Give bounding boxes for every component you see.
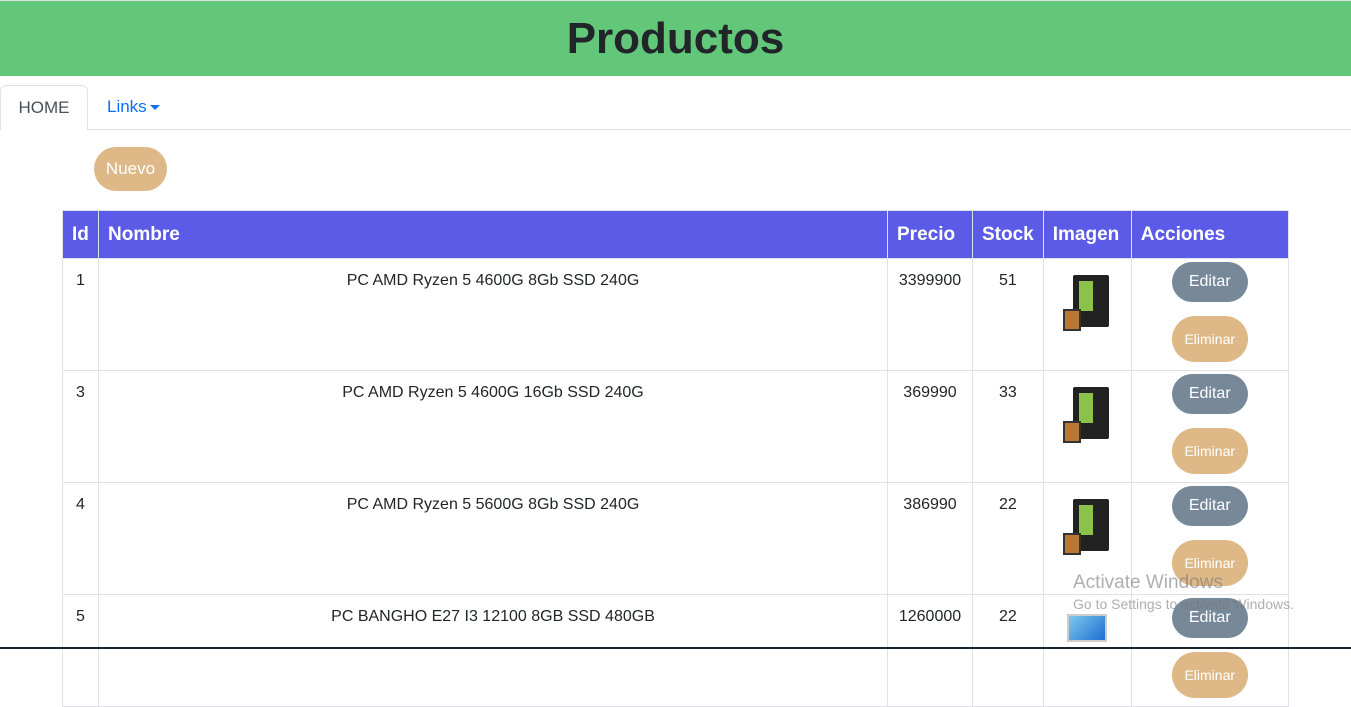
col-acciones: Acciones [1130, 210, 1289, 259]
cell-precio: 3399900 [887, 258, 973, 371]
cell-imagen [1042, 482, 1132, 595]
col-id: Id [62, 210, 99, 259]
caret-down-icon [149, 105, 160, 111]
cell-id: 3 [62, 370, 99, 483]
tab-links-dropdown[interactable]: Links [107, 85, 160, 130]
delete-button[interactable]: Eliminar [1171, 428, 1248, 474]
edit-button[interactable]: Editar [1171, 262, 1248, 302]
cell-acciones: Editar Eliminar [1130, 258, 1289, 371]
col-stock: Stock [972, 210, 1044, 259]
edit-button[interactable]: Editar [1171, 598, 1248, 638]
delete-button[interactable]: Eliminar [1171, 652, 1248, 698]
cell-id: 4 [62, 482, 99, 595]
cell-acciones: Editar Eliminar [1130, 594, 1289, 707]
cell-imagen [1042, 370, 1132, 483]
cell-stock: 22 [972, 482, 1044, 595]
taskbar [0, 647, 1351, 649]
cell-precio: 369990 [887, 370, 973, 483]
new-button[interactable]: Nuevo [94, 147, 167, 191]
cell-imagen [1042, 594, 1132, 707]
nav-tabs: HOME Links [0, 85, 1351, 131]
table-row: 4 PC AMD Ryzen 5 5600G 8Gb SSD 240G 3869… [62, 482, 1289, 595]
cell-stock: 33 [972, 370, 1044, 483]
page-header: Productos [0, 0, 1351, 76]
cell-stock: 22 [972, 594, 1044, 707]
cell-nombre: PC AMD Ryzen 5 4600G 8Gb SSD 240G [98, 258, 888, 371]
cell-stock: 51 [972, 258, 1044, 371]
delete-button[interactable]: Eliminar [1171, 316, 1248, 362]
cell-acciones: Editar Eliminar [1130, 370, 1289, 483]
cell-nombre: PC AMD Ryzen 5 4600G 16Gb SSD 240G [98, 370, 888, 483]
col-imagen: Imagen [1042, 210, 1132, 259]
cell-id: 5 [62, 594, 99, 707]
tab-home[interactable]: HOME [0, 85, 88, 131]
cell-imagen [1042, 258, 1132, 371]
cell-nombre: PC AMD Ryzen 5 5600G 8Gb SSD 240G [98, 482, 888, 595]
product-image-pc-tower [1063, 387, 1111, 445]
table-row: 5 PC BANGHO E27 I3 12100 8GB SSD 480GB 1… [62, 594, 1289, 707]
col-precio: Precio [887, 210, 973, 259]
table-row: 1 PC AMD Ryzen 5 4600G 8Gb SSD 240G 3399… [62, 258, 1289, 371]
product-image-pc-tower [1063, 499, 1111, 557]
links-label: Links [107, 97, 147, 116]
cell-id: 1 [62, 258, 99, 371]
edit-button[interactable]: Editar [1171, 486, 1248, 526]
delete-button[interactable]: Eliminar [1171, 540, 1248, 586]
cell-acciones: Editar Eliminar [1130, 482, 1289, 595]
products-table: Id Nombre Precio Stock Imagen Acciones 1… [62, 210, 1289, 707]
cell-precio: 386990 [887, 482, 973, 595]
edit-button[interactable]: Editar [1171, 374, 1248, 414]
cell-nombre: PC BANGHO E27 I3 12100 8GB SSD 480GB [98, 594, 888, 707]
product-image-all-in-one [1067, 614, 1108, 642]
page-title: Productos [566, 14, 785, 63]
col-nombre: Nombre [98, 210, 888, 259]
product-image-pc-tower [1063, 275, 1111, 333]
table-row: 3 PC AMD Ryzen 5 4600G 16Gb SSD 240G 369… [62, 370, 1289, 483]
cell-precio: 1260000 [887, 594, 973, 707]
